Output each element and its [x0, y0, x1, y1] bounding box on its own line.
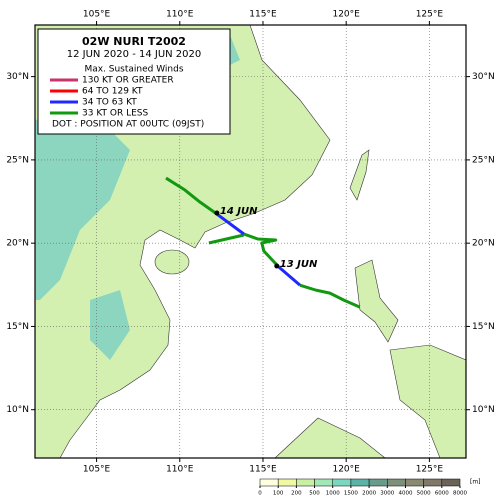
lat-label: 10°N — [6, 405, 29, 415]
legend-label: 64 TO 129 KT — [82, 87, 143, 97]
colorbar-label: 5000 — [417, 491, 431, 497]
colorbar-cell — [423, 478, 443, 487]
legend-label: 130 KT OR GREATER — [82, 76, 174, 86]
track-segment — [243, 232, 280, 269]
lon-label: 105°E — [83, 10, 111, 20]
colorbar-label: 2000 — [362, 491, 376, 497]
title: 02W NURI T2002 — [82, 35, 186, 48]
colorbar-label: 6000 — [435, 491, 449, 497]
track-segment — [215, 212, 245, 236]
position-dot — [274, 263, 280, 269]
colorbar-cell — [259, 478, 279, 487]
colorbar-label: 100 — [273, 491, 284, 497]
colorbar-cell — [350, 478, 370, 487]
legend-title: Max. Sustained Winds — [84, 65, 183, 75]
colorbar-cell — [405, 478, 424, 487]
colorbar-cell — [387, 478, 406, 487]
lat-label: 25°N — [6, 155, 29, 165]
colorbar-unit: [m] — [470, 479, 481, 486]
colorbar-cell — [441, 478, 461, 487]
lat-label: 20°N — [472, 239, 495, 249]
lon-label: 120°E — [332, 465, 360, 475]
legend-note: DOT : POSITION AT 00UTC (09JST) — [52, 120, 204, 130]
track: 13 JUN 14 JUN — [165, 176, 361, 309]
colorbar-label: 3000 — [380, 491, 394, 497]
track-segment — [165, 176, 218, 216]
lon-label: 110°E — [166, 10, 194, 20]
legend-label: 33 KT OR LESS — [82, 109, 148, 119]
lon-label: 125°E — [416, 465, 444, 475]
lat-label: 20°N — [6, 239, 29, 249]
colorbar-cell — [332, 478, 352, 487]
lon-label: 125°E — [416, 10, 444, 20]
lat-label: 10°N — [472, 405, 495, 415]
track-segment — [299, 283, 361, 309]
lat-label: 15°N — [6, 322, 29, 332]
position-label: 14 JUN — [220, 206, 258, 217]
position-dot — [214, 210, 220, 216]
track-segment — [277, 265, 301, 287]
colorbar-label: 1500 — [344, 491, 358, 497]
track-segment — [208, 233, 245, 245]
lon-label: 115°E — [249, 465, 277, 475]
lon-label: 120°E — [332, 10, 360, 20]
colorbar: 0 100 200 500 1000 1500 2000 3000 4000 5000 6000 80… — [258, 479, 480, 497]
colorbar-label: 8000 — [453, 491, 467, 497]
period: 12 JUN 2020 - 14 JUN 2020 — [67, 49, 202, 60]
lat-label: 30°N — [6, 72, 29, 82]
legend: 02W NURI T2002 12 JUN 2020 - 14 JUN 2020… — [37, 28, 231, 135]
lat-label: 30°N — [472, 72, 495, 82]
legend-label: 34 TO 63 KT — [82, 98, 137, 108]
lat-label: 25°N — [472, 155, 495, 165]
colorbar-cell — [314, 478, 333, 487]
lat-label: 15°N — [472, 322, 495, 332]
lon-label: 115°E — [249, 10, 277, 20]
colorbar-cell — [296, 478, 315, 487]
colorbar-cell — [368, 478, 388, 487]
colorbar-label: 1000 — [326, 491, 340, 497]
colorbar-cell — [277, 478, 297, 487]
colorbar-label: 0 — [258, 491, 262, 497]
map-frame — [34, 24, 467, 459]
colorbar-label: 500 — [309, 491, 320, 497]
colorbar-label: 4000 — [398, 491, 412, 497]
lon-label: 110°E — [166, 465, 194, 475]
lon-label: 105°E — [83, 465, 111, 475]
position-label: 13 JUN — [280, 259, 318, 270]
colorbar-label: 200 — [291, 491, 302, 497]
